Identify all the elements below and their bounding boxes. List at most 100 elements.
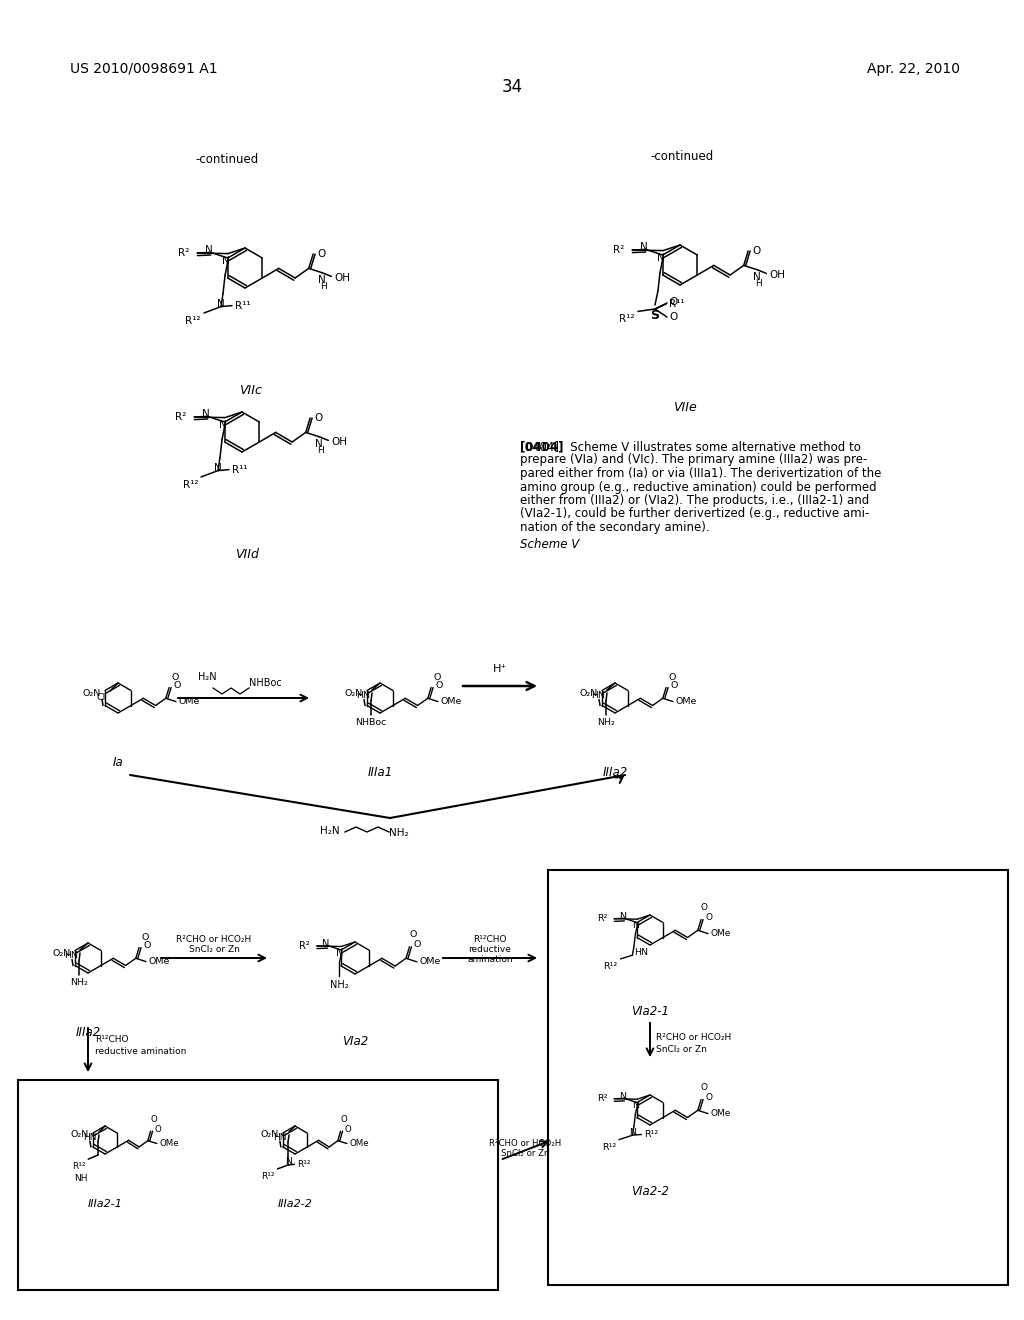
Text: O: O xyxy=(151,1115,158,1125)
Text: O₂N: O₂N xyxy=(53,949,71,957)
Bar xyxy=(18,1080,498,1290)
Text: SnCl₂ or Zn: SnCl₂ or Zn xyxy=(188,945,240,954)
Text: N: N xyxy=(315,438,324,449)
Text: US 2010/0098691 A1: US 2010/0098691 A1 xyxy=(70,62,218,77)
Text: R²: R² xyxy=(299,941,310,950)
Text: HN: HN xyxy=(84,1133,97,1142)
Text: O: O xyxy=(706,913,712,921)
Text: N: N xyxy=(202,409,210,420)
Text: R¹²: R¹² xyxy=(297,1160,311,1168)
Text: H⁺: H⁺ xyxy=(493,664,507,675)
Text: O: O xyxy=(670,681,678,690)
Text: -continued: -continued xyxy=(650,150,714,162)
Text: O₂N: O₂N xyxy=(261,1130,279,1139)
Text: R¹²: R¹² xyxy=(602,1143,616,1151)
Text: R¹²CHO: R¹²CHO xyxy=(95,1035,128,1044)
Text: N: N xyxy=(214,462,222,473)
Text: VIa2-1: VIa2-1 xyxy=(631,1005,669,1018)
Text: HN: HN xyxy=(273,1133,287,1142)
Text: O: O xyxy=(669,297,677,308)
Text: N: N xyxy=(632,1101,639,1110)
Text: O: O xyxy=(341,1115,347,1125)
Text: VIa2-2: VIa2-2 xyxy=(631,1185,669,1199)
Text: N: N xyxy=(618,1092,626,1101)
Text: Apr. 22, 2010: Apr. 22, 2010 xyxy=(867,62,961,77)
Text: HN: HN xyxy=(591,690,605,700)
Text: -continued: -continued xyxy=(195,153,258,166)
Text: IIIa2-2: IIIa2-2 xyxy=(278,1199,312,1209)
Text: N: N xyxy=(754,272,761,281)
Text: Cl: Cl xyxy=(96,693,106,702)
Text: OH: OH xyxy=(769,271,785,280)
Text: R¹¹: R¹¹ xyxy=(669,300,685,309)
Text: VIIc: VIIc xyxy=(239,384,261,397)
Text: R²CHO or HCO₂H: R²CHO or HCO₂H xyxy=(656,1034,731,1043)
Text: NHBoc: NHBoc xyxy=(355,718,387,727)
Text: VIId: VIId xyxy=(236,548,259,561)
Text: R¹²: R¹² xyxy=(620,314,635,325)
Text: R¹²: R¹² xyxy=(72,1162,85,1171)
Text: R¹²: R¹² xyxy=(261,1172,274,1181)
Text: NH: NH xyxy=(74,1175,87,1183)
Text: either from (IIIa2) or (VIa2). The products, i.e., (IIIa2-1) and: either from (IIIa2) or (VIa2). The produ… xyxy=(520,494,869,507)
Text: amino group (e.g., reductive amination) could be performed: amino group (e.g., reductive amination) … xyxy=(520,480,877,494)
Text: prepare (VIa) and (VIc). The primary amine (IIIa2) was pre-: prepare (VIa) and (VIc). The primary ami… xyxy=(520,454,867,466)
Text: R¹²: R¹² xyxy=(644,1130,658,1139)
Text: N: N xyxy=(322,939,330,949)
Text: IIIa1: IIIa1 xyxy=(368,766,392,779)
Text: amination: amination xyxy=(467,954,513,964)
Text: R¹²: R¹² xyxy=(185,315,201,326)
Text: R²: R² xyxy=(597,915,607,923)
Text: O: O xyxy=(700,1082,708,1092)
Text: R¹²: R¹² xyxy=(182,480,198,490)
Text: IIIa2: IIIa2 xyxy=(76,1026,100,1039)
Text: N: N xyxy=(222,256,229,265)
Text: O: O xyxy=(173,681,180,690)
Text: OMe: OMe xyxy=(711,1109,731,1118)
Text: O: O xyxy=(141,932,148,941)
Text: O: O xyxy=(317,249,326,259)
Text: VIIe: VIIe xyxy=(673,401,697,414)
Text: 34: 34 xyxy=(502,78,522,96)
Text: O: O xyxy=(669,312,677,322)
Text: R²: R² xyxy=(613,246,625,255)
Text: R²: R² xyxy=(178,248,189,257)
Text: nation of the secondary amine).: nation of the secondary amine). xyxy=(520,521,710,535)
Text: HN: HN xyxy=(63,950,78,960)
Text: O₂N: O₂N xyxy=(83,689,101,697)
Text: (VIa2-1), could be further derivertized (e.g., reductive ami-: (VIa2-1), could be further derivertized … xyxy=(520,507,869,520)
Text: H: H xyxy=(755,279,762,288)
Text: OMe: OMe xyxy=(711,929,731,939)
Text: OH: OH xyxy=(332,437,347,447)
Text: IIIa2-1: IIIa2-1 xyxy=(88,1199,123,1209)
Text: OMe: OMe xyxy=(441,697,463,706)
Text: [0404]: [0404] xyxy=(520,440,563,453)
Text: H₂N: H₂N xyxy=(321,826,340,836)
Text: OH: OH xyxy=(334,273,350,284)
Text: OMe: OMe xyxy=(160,1139,179,1148)
Text: N: N xyxy=(336,949,343,958)
Text: OMe: OMe xyxy=(148,957,170,966)
Text: R²: R² xyxy=(597,1094,607,1104)
Text: OMe: OMe xyxy=(350,1139,370,1148)
Text: N: N xyxy=(632,921,639,931)
Text: IIIa2: IIIa2 xyxy=(602,766,628,779)
Text: O: O xyxy=(706,1093,712,1102)
Text: HN: HN xyxy=(635,948,648,957)
Text: N: N xyxy=(618,912,626,921)
Text: H: H xyxy=(319,281,327,290)
Text: OMe: OMe xyxy=(676,697,697,706)
Text: VIa2: VIa2 xyxy=(342,1035,368,1048)
Text: O: O xyxy=(752,246,761,256)
Text: R¹¹: R¹¹ xyxy=(232,465,248,475)
Text: O: O xyxy=(410,929,418,939)
Text: O₂N: O₂N xyxy=(345,689,364,697)
Text: O: O xyxy=(435,681,442,690)
Text: N: N xyxy=(629,1127,636,1137)
Text: SnCl₂ or Zn: SnCl₂ or Zn xyxy=(501,1148,549,1158)
Text: S: S xyxy=(650,309,659,322)
Text: N: N xyxy=(640,243,647,252)
Text: R¹²: R¹² xyxy=(603,962,617,972)
Text: O₂N: O₂N xyxy=(580,689,598,697)
Text: H: H xyxy=(317,446,324,455)
